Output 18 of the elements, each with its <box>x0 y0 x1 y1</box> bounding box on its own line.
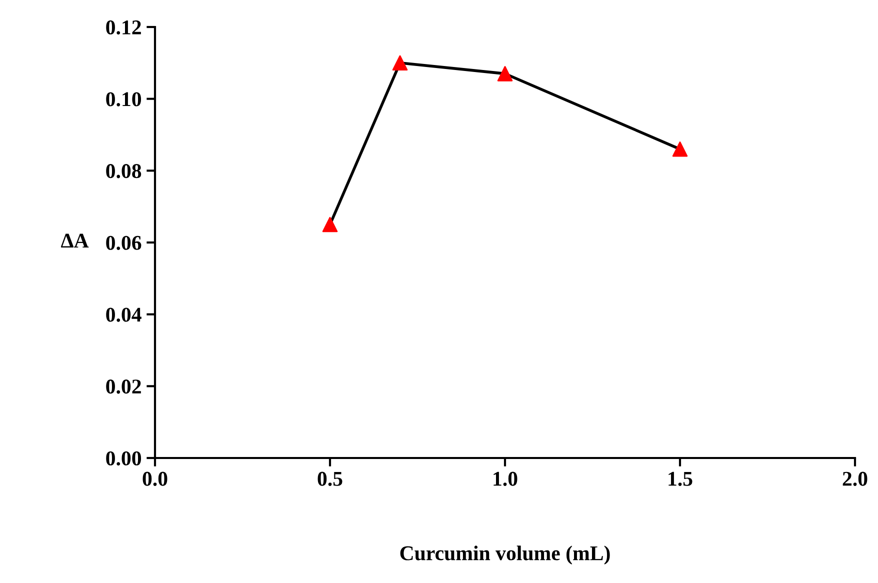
y-tick-label: 0.08 <box>106 164 142 178</box>
x-tick-label: 0.0 <box>142 472 168 486</box>
x-tick-label: 2.0 <box>842 472 868 486</box>
point <box>392 55 408 71</box>
y-tick-label: 0.10 <box>106 92 142 106</box>
x-axis-title: Curcumin volume (mL) <box>400 546 610 565</box>
x-tick-label: 1.0 <box>494 472 518 486</box>
y-tick-label: 0.04 <box>106 308 142 322</box>
point <box>497 66 513 82</box>
y-tick-label: 0.02 <box>106 380 141 394</box>
y-axis-title: ΔA <box>61 234 89 248</box>
point <box>672 141 688 157</box>
point <box>322 216 338 232</box>
y-tick-label: 0.06 <box>106 236 142 250</box>
x-tick-label: 0.5 <box>318 472 342 486</box>
y-tick-label: 0.00 <box>106 451 142 466</box>
y-tick-label: 0.12 <box>106 20 141 35</box>
x-tick-label: 1.5 <box>668 472 692 486</box>
